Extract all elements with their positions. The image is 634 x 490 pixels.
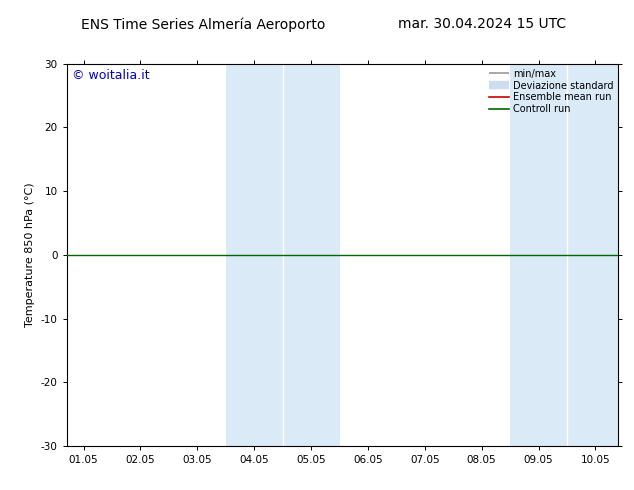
Bar: [226, 64, 340, 446]
Bar: [510, 64, 624, 446]
Text: © woitalia.it: © woitalia.it: [72, 70, 150, 82]
Text: ENS Time Series Almería Aeroporto: ENS Time Series Almería Aeroporto: [81, 17, 325, 32]
Text: mar. 30.04.2024 15 UTC: mar. 30.04.2024 15 UTC: [398, 17, 566, 31]
Legend: min/max, Deviazione standard, Ensemble mean run, Controll run: min/max, Deviazione standard, Ensemble m…: [489, 69, 613, 114]
Y-axis label: Temperature 850 hPa (°C): Temperature 850 hPa (°C): [25, 182, 35, 327]
